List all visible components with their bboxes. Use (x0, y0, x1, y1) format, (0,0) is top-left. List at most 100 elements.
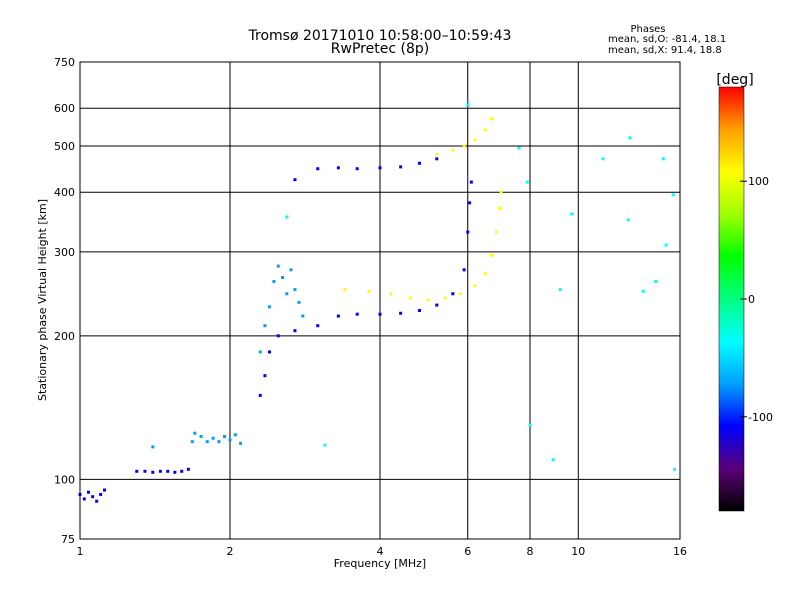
data-point-s3-8 (293, 288, 297, 292)
x-axis-label: Frequency [MHz] (334, 557, 426, 570)
stats-heading: Phases (630, 24, 665, 35)
y-tick-label-75: 75 (61, 533, 75, 546)
data-point-s6-3 (408, 296, 412, 300)
data-point-s8-4 (525, 180, 529, 184)
data-point-s0-4 (95, 499, 99, 503)
data-point-s6-4 (426, 298, 430, 302)
x-tick-label-2: 2 (227, 545, 234, 558)
data-point-s6-6 (458, 292, 462, 296)
x-tick-label-10: 10 (571, 545, 585, 558)
data-point-s1-7 (186, 467, 190, 471)
colorbar-ticks: 100 0 -100 (740, 175, 773, 424)
y-tick-label-300: 300 (54, 246, 75, 259)
data-point-s4-3 (276, 334, 280, 338)
data-point-s3-5 (281, 276, 285, 280)
data-point-s4-8 (378, 312, 382, 316)
data-point-s2-8 (228, 438, 232, 442)
data-point-s3-9 (297, 300, 301, 304)
data-point-s4-14 (466, 230, 470, 234)
data-point-s1-3 (158, 469, 162, 473)
data-point-s8-15 (664, 243, 668, 247)
data-point-s6-9 (490, 253, 494, 257)
data-point-s3-10 (301, 314, 305, 318)
data-point-s0-2 (86, 490, 90, 494)
grid-layer (79, 61, 681, 540)
colorbar-tick-label--100: -100 (748, 411, 773, 424)
data-point-s7-2 (462, 144, 466, 148)
data-point-s0-1 (82, 497, 86, 501)
data-point-s4-4 (293, 329, 297, 333)
data-point-s3-7 (289, 268, 293, 272)
data-point-s5-7 (435, 157, 439, 161)
stats-line-x: mean, sd,X: 91.4, 18.8 (608, 45, 722, 56)
data-point-s8-8 (570, 212, 574, 216)
chart-subtitle: RwPretec (8p) (331, 41, 429, 57)
data-point-s5-3 (355, 167, 359, 171)
data-point-s8-13 (654, 279, 658, 283)
chart-title: Tromsø 20171010 10:58:00–10:59:43 (248, 28, 512, 44)
y-tick-label-200: 200 (54, 330, 75, 343)
x-tick-labels: 1 2 4 6 8 10 16 (77, 545, 688, 558)
data-point-s5-4 (378, 166, 382, 170)
data-point-s8-9 (601, 157, 605, 161)
data-point-s8-11 (628, 136, 632, 140)
data-point-s3-6 (285, 292, 289, 296)
data-point-s4-9 (399, 311, 403, 315)
data-point-s2-10 (239, 441, 243, 445)
x-tick-label-4: 4 (377, 545, 384, 558)
data-point-s6-0 (343, 288, 347, 292)
data-point-s2-2 (193, 431, 197, 435)
y-tick-label-600: 600 (54, 102, 75, 115)
plot-frame (79, 61, 681, 540)
colorbar-tick-label-0: 0 (748, 293, 755, 306)
data-point-s4-1 (263, 374, 267, 378)
data-point-s7-3 (473, 138, 477, 142)
data-point-s7-1 (451, 148, 455, 152)
data-point-s5-2 (336, 166, 340, 170)
data-point-s1-6 (180, 469, 184, 473)
data-point-s4-13 (462, 268, 466, 272)
data-point-s8-10 (626, 218, 630, 222)
data-points-layer (78, 103, 677, 503)
data-point-s2-6 (217, 440, 221, 444)
data-point-s3-2 (267, 305, 271, 309)
y-tick-label-400: 400 (54, 186, 75, 199)
data-point-s1-0 (135, 469, 139, 473)
data-point-s7-5 (490, 117, 494, 121)
data-point-s8-6 (551, 458, 555, 462)
data-point-s6-1 (367, 289, 371, 293)
data-point-s5-1 (316, 167, 320, 171)
data-point-s0-6 (103, 488, 107, 492)
data-point-s2-4 (205, 440, 209, 444)
y-tick-label-750: 750 (54, 56, 75, 69)
y-tick-labels: 75 100 200 300 400 500 600 750 (54, 56, 75, 546)
data-point-s4-16 (469, 180, 473, 184)
data-point-s4-6 (336, 314, 340, 318)
data-point-s8-3 (517, 146, 521, 150)
x-tick-label-8: 8 (527, 545, 534, 558)
data-point-s3-4 (276, 264, 280, 268)
data-point-s6-12 (499, 190, 503, 194)
y-tick-label-500: 500 (54, 140, 75, 153)
data-point-s7-0 (435, 152, 439, 156)
stats-line-o: mean, sd,O: -81.4, 18.1 (608, 34, 726, 45)
data-point-s8-2 (466, 103, 470, 107)
data-point-s4-5 (316, 324, 320, 328)
y-axis-label: Stationary phase Virtual Height [km] (36, 199, 49, 401)
data-point-s4-0 (258, 393, 262, 397)
data-point-s8-7 (558, 288, 562, 292)
data-point-s4-10 (417, 308, 421, 312)
data-point-s3-3 (272, 279, 276, 283)
data-point-s1-4 (166, 469, 170, 473)
data-point-s6-10 (494, 230, 498, 234)
data-point-s8-17 (673, 467, 677, 471)
data-point-s5-0 (293, 178, 297, 182)
data-point-s8-14 (661, 157, 665, 161)
data-point-s4-15 (468, 201, 472, 205)
data-point-s6-11 (498, 206, 502, 210)
data-point-s6-5 (443, 296, 447, 300)
data-point-s6-2 (389, 292, 393, 296)
data-point-s2-5 (211, 436, 215, 440)
data-point-s8-1 (323, 443, 327, 447)
